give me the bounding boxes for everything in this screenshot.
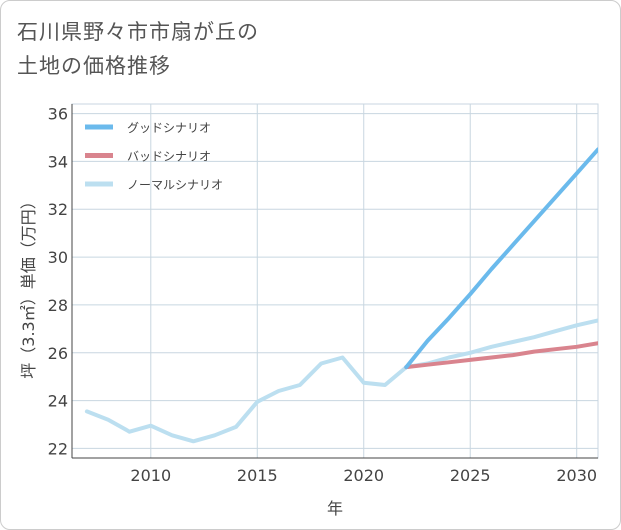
x-tick-label: 2015 <box>237 466 278 485</box>
y-tick-label: 36 <box>48 105 68 124</box>
series <box>84 147 598 444</box>
series-line-1 <box>404 341 598 370</box>
chart-title: 石川県野々市市扇が丘の 土地の価格推移 <box>17 15 259 83</box>
x-tick-label: 2030 <box>556 466 597 485</box>
y-tick-label: 26 <box>48 344 68 363</box>
y-tick-label: 30 <box>48 248 68 267</box>
y-tick-label: 22 <box>48 439 68 458</box>
chart-title-line-2: 土地の価格推移 <box>17 54 171 78</box>
axes: 22 24 26 28 30 32 34 36 2010 2015 2020 2025 2030 <box>48 104 598 485</box>
y-tick-label: 32 <box>48 200 68 219</box>
x-axis-label: 年 <box>327 499 343 518</box>
y-axis-label: 坪（3.3㎡）単価（万円） <box>19 193 38 378</box>
y-tick-label: 34 <box>48 152 68 171</box>
y-tick-label: 28 <box>48 296 68 315</box>
x-tick-label: 2010 <box>130 466 171 485</box>
legend-label-1: バッドシナリオ <box>127 150 211 164</box>
series-group <box>84 147 598 444</box>
chart-title-line-1: 石川県野々市市扇が丘の <box>17 20 259 44</box>
x-tick-label: 2020 <box>343 466 384 485</box>
legend-label-2: ノーマルシナリオ <box>127 178 223 192</box>
series-line-0 <box>404 147 598 370</box>
series-line-2 <box>84 318 598 444</box>
legend-label-0: グッドシナリオ <box>127 121 211 135</box>
x-tick-label: 2025 <box>450 466 491 485</box>
y-tick-label: 24 <box>48 392 68 411</box>
